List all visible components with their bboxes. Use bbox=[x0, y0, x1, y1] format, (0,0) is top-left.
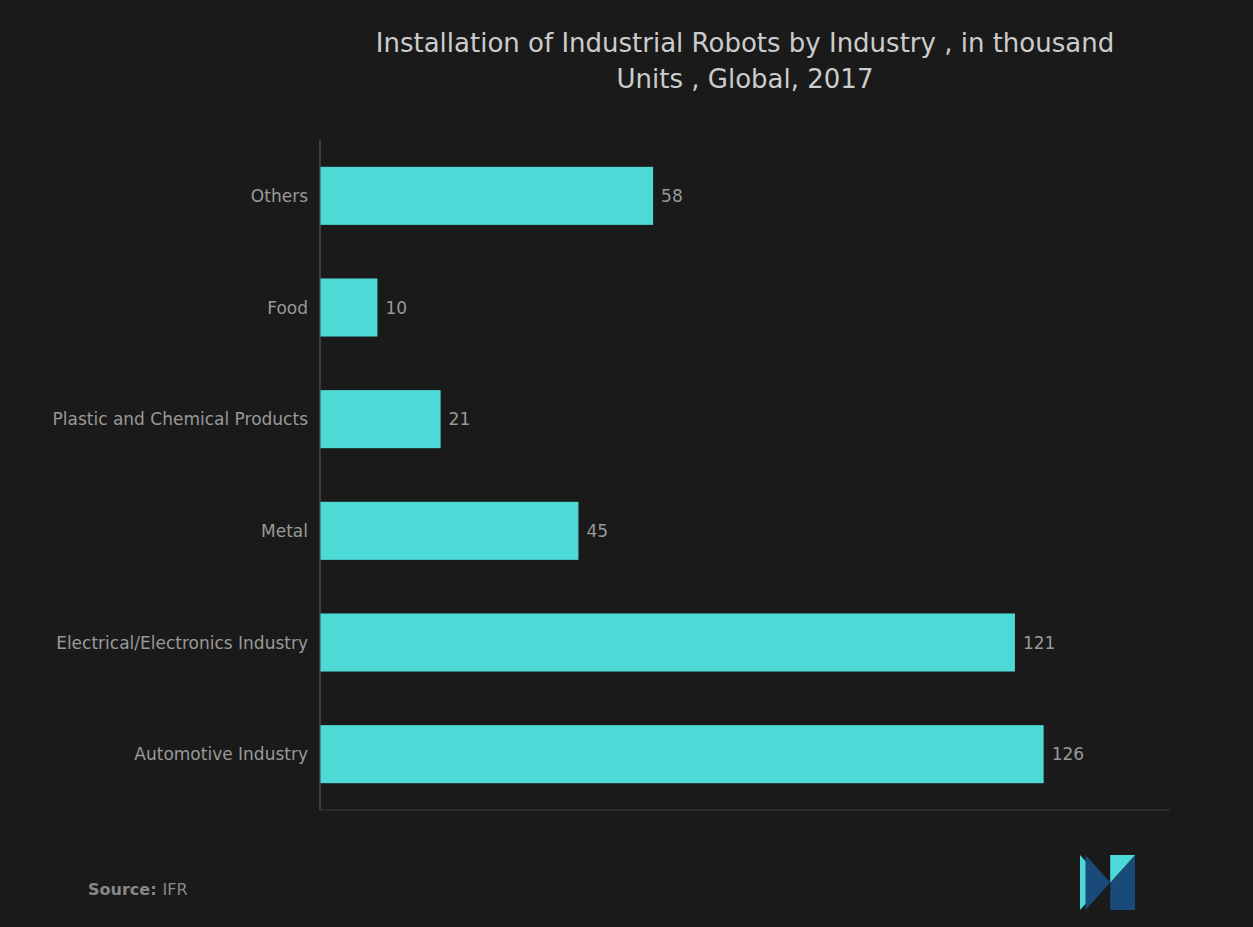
y-tick-label: Others bbox=[251, 186, 308, 206]
bar bbox=[320, 613, 1015, 671]
data-label: 21 bbox=[449, 409, 471, 429]
data-label: 126 bbox=[1052, 744, 1084, 764]
x-axis-line bbox=[320, 810, 1170, 811]
source-value: IFR bbox=[163, 880, 188, 899]
bar bbox=[320, 167, 653, 225]
y-tick-label: Food bbox=[267, 298, 308, 318]
bar bbox=[320, 502, 578, 560]
title: Installation of Industrial Robots by Ind… bbox=[376, 28, 1114, 94]
bars bbox=[320, 167, 1044, 783]
data-label: 10 bbox=[385, 298, 407, 318]
chart-container: Installation of Industrial Robots by Ind… bbox=[0, 0, 1253, 927]
logo-part bbox=[1110, 855, 1135, 910]
y-tick-label: Automotive Industry bbox=[134, 744, 308, 764]
source-label: Source: bbox=[88, 880, 157, 899]
title-line: Installation of Industrial Robots by Ind… bbox=[376, 28, 1114, 58]
data-label: 58 bbox=[661, 186, 683, 206]
data-label: 45 bbox=[586, 521, 608, 541]
y-tick-label: Electrical/Electronics Industry bbox=[56, 633, 308, 653]
bar bbox=[320, 390, 441, 448]
data-label: 121 bbox=[1023, 633, 1055, 653]
bar bbox=[320, 725, 1044, 783]
background bbox=[0, 0, 1253, 927]
title-line: Units , Global, 2017 bbox=[617, 64, 874, 94]
y-axis-line bbox=[319, 140, 320, 810]
logo-part bbox=[1110, 855, 1135, 883]
y-tick-label: Plastic and Chemical Products bbox=[53, 409, 309, 429]
y-tick-label: Metal bbox=[261, 521, 308, 541]
logo-part bbox=[1086, 855, 1111, 910]
source-note: Source: IFR bbox=[88, 880, 188, 899]
bar bbox=[320, 278, 377, 336]
logo bbox=[1080, 855, 1135, 910]
chart-svg: Installation of Industrial Robots by Ind… bbox=[0, 0, 1253, 927]
